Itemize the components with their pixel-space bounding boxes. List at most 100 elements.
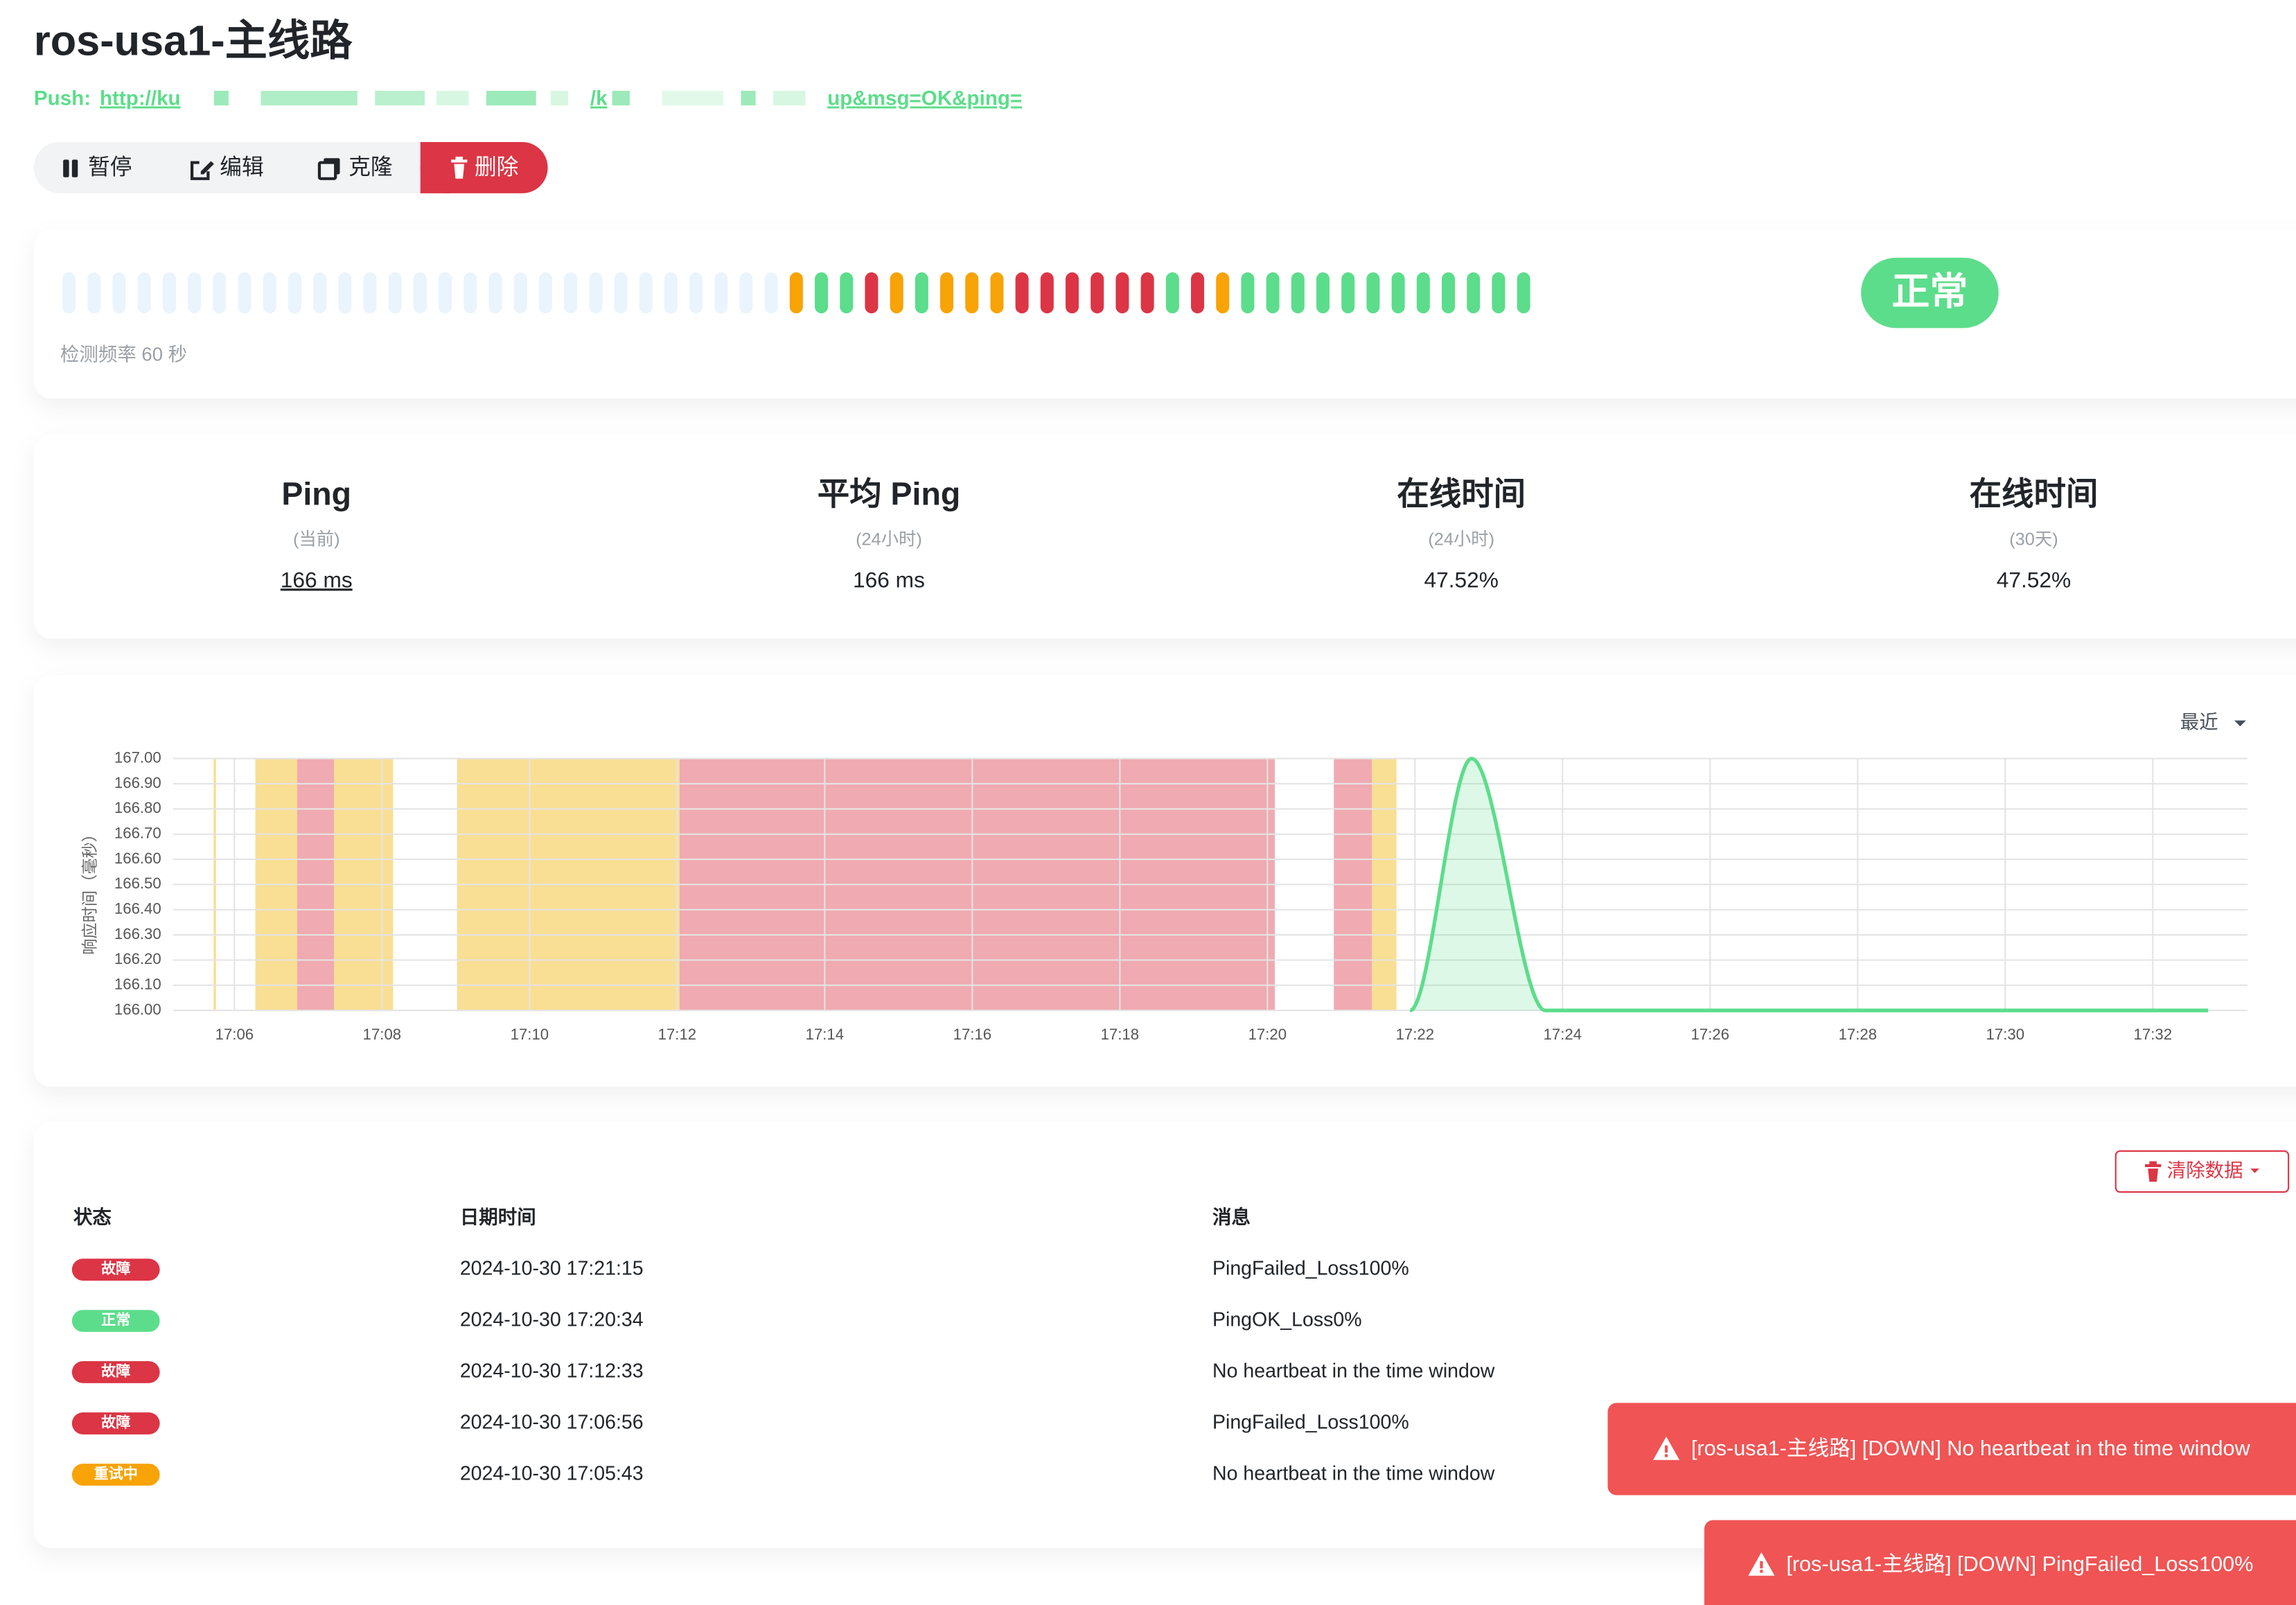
range-selector[interactable]: 最近 — [2180, 711, 2218, 733]
heartbeat-beat — [1366, 272, 1380, 314]
heartbeat-beat — [1040, 272, 1054, 314]
toast[interactable] — [1704, 1520, 2296, 1605]
status-pill-text: 正常 — [101, 1311, 130, 1328]
event-message: No heartbeat in the time window — [1212, 1462, 1495, 1484]
y-tick-label: 166.90 — [114, 774, 161, 791]
line-area — [1410, 758, 2209, 1011]
stat-title: 在线时间 — [1970, 476, 2099, 512]
heartbeat-beat — [689, 272, 703, 314]
trash-icon — [2145, 1161, 2162, 1182]
column-header: 消息 — [1212, 1206, 1251, 1227]
clear-caret — [2250, 1168, 2259, 1173]
heartbeat-beat — [915, 272, 928, 314]
x-tick-label: 17:18 — [1101, 1026, 1139, 1043]
heartbeat-beat — [162, 272, 176, 314]
event-message: PingOK_Loss0% — [1212, 1309, 1362, 1331]
action-button[interactable]: 删除 — [475, 154, 518, 179]
line — [1409, 756, 2209, 1012]
stat-subtitle: (24小时) — [856, 529, 922, 549]
heartbeat-beat — [1341, 272, 1355, 314]
stat-title: Ping — [281, 476, 351, 512]
x-tick-label: 17:08 — [363, 1026, 401, 1043]
y-tick-label: 166.40 — [114, 900, 161, 918]
heartbeat-beat — [1066, 272, 1079, 314]
heartbeat-beat — [965, 272, 979, 314]
status-badge — [1861, 257, 1999, 328]
heartbeat-beat — [739, 272, 753, 314]
x-tick-label: 17:20 — [1248, 1026, 1287, 1043]
heartbeat-beat — [1015, 272, 1029, 314]
clear-data-text[interactable]: 清除数据 — [2167, 1159, 2243, 1181]
x-tick-label: 17:12 — [658, 1026, 696, 1043]
cards — [33, 229, 2296, 1548]
heartbeat-beat — [188, 272, 202, 314]
stat-title: 在线时间 — [1397, 476, 1526, 512]
stat-title: 平均 Ping — [818, 476, 961, 512]
heartbeat-beat — [338, 272, 352, 314]
push-url[interactable]: /k — [590, 87, 608, 110]
heartbeat-beat — [940, 272, 954, 314]
stat-value[interactable]: 166 ms — [281, 567, 353, 592]
x-tick-label: 17:22 — [1396, 1026, 1434, 1043]
heartbeat-beat — [213, 272, 227, 314]
action-button[interactable]: 克隆 — [348, 154, 392, 179]
y-tick-label: 167.00 — [114, 748, 161, 766]
status-pill — [71, 1361, 160, 1383]
x-tick-label: 17:24 — [1544, 1026, 1582, 1043]
status-pill-text: 故障 — [101, 1260, 130, 1277]
delete-button-bg — [420, 141, 548, 193]
heartbeat-beat — [564, 272, 578, 314]
action-button[interactable]: 编辑 — [220, 154, 263, 179]
heartbeat-beat — [1492, 272, 1505, 314]
push-url[interactable]: http://ku — [100, 87, 181, 110]
stat-value: 166 ms — [853, 567, 925, 592]
heartbeat-beat — [1467, 272, 1481, 314]
redacted-blocks — [213, 91, 806, 106]
event-message: No heartbeat in the time window — [1212, 1360, 1495, 1383]
heartbeat-beat — [1191, 272, 1205, 314]
button-group — [33, 141, 548, 193]
event-datetime: 2024-10-30 17:12:33 — [460, 1360, 644, 1383]
heartbeat-beat — [639, 272, 653, 314]
push-url[interactable]: up&msg=OK&ping= — [827, 87, 1022, 110]
x-tick-label: 17:06 — [215, 1026, 254, 1043]
heartbeat-beat — [589, 272, 603, 314]
heartbeat-beat — [263, 272, 276, 314]
status-pill-text: 故障 — [101, 1414, 130, 1431]
x-tick-label: 17:30 — [1986, 1026, 2024, 1043]
heartbeat-beat — [1241, 272, 1255, 314]
push-label: Push: — [34, 87, 91, 110]
clear-data-button[interactable] — [2114, 1150, 2290, 1193]
x-tick-label: 17:14 — [806, 1026, 844, 1043]
heartbeat-beat — [538, 272, 552, 314]
heartbeat-beat — [112, 272, 126, 314]
action-button[interactable]: 暂停 — [88, 154, 132, 179]
heartbeat-beat — [1266, 272, 1280, 314]
y-tick-label: 166.60 — [114, 850, 161, 867]
x-tick-label: 17:32 — [2134, 1026, 2172, 1043]
x-tick-label: 17:26 — [1691, 1026, 1729, 1043]
y-axis-label: 响应时间（毫秒） — [80, 826, 98, 955]
heartbeat-beat — [1416, 272, 1430, 314]
heartbeat-beat — [764, 272, 778, 314]
event-datetime: 2024-10-30 17:06:56 — [460, 1412, 644, 1434]
heartbeat-beat — [1391, 272, 1405, 314]
status-badge-text: 正常 — [1891, 270, 1968, 313]
heartbeat-beat — [238, 272, 251, 314]
heartbeat-beat — [388, 272, 402, 314]
event-message: PingFailed_Loss100% — [1212, 1412, 1409, 1434]
monitor-title: ros-usa1-主线路 — [34, 17, 353, 64]
heartbeat-beat — [87, 272, 101, 314]
heartbeat-beat — [840, 272, 854, 314]
y-tick-label: 166.50 — [114, 875, 161, 892]
heartbeat-beat — [413, 272, 427, 314]
delete-button-edge — [420, 141, 450, 193]
toast-icon-dot — [1664, 1454, 1668, 1457]
toast-text: [ros-usa1-主线路] [DOWN] PingFailed_Loss100… — [1786, 1552, 2253, 1576]
toast[interactable] — [1607, 1403, 2296, 1496]
heartbeat-beat — [714, 272, 728, 314]
column-header: 状态 — [73, 1206, 112, 1227]
heartbeat-beat — [62, 272, 76, 314]
heartbeat-beat — [990, 272, 1004, 314]
